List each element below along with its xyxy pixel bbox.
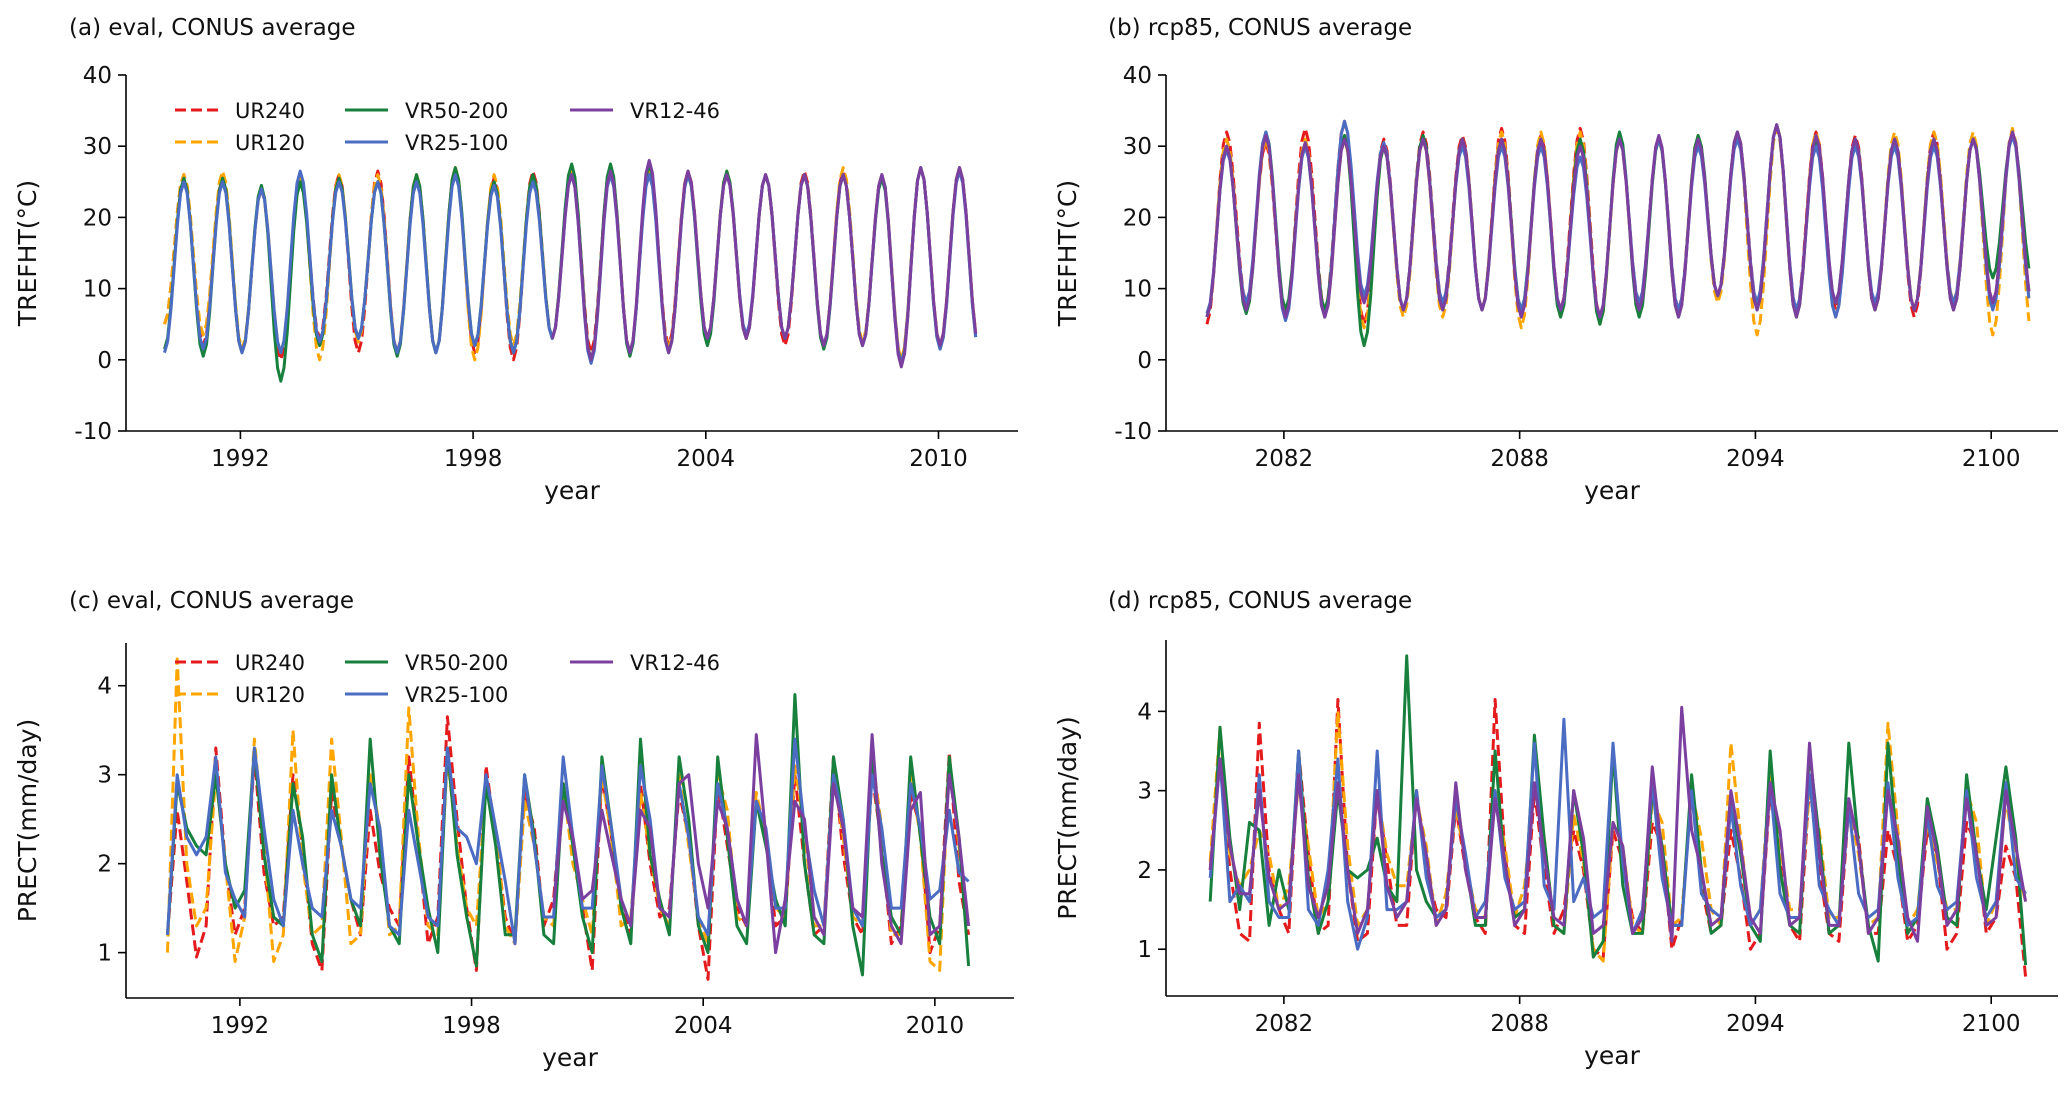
legend-label: VR12-46 — [630, 651, 720, 675]
subplot-d: (d) rcp85, CONUS average 1 2 3 4 2082 2088 2094… — [1053, 588, 2058, 1070]
series-group — [163, 158, 978, 383]
x-tick-label: 2100 — [1962, 1011, 2021, 1037]
x-tick-label: 2094 — [1726, 446, 1785, 472]
legend-item-vr50-200: VR50-200 — [345, 99, 508, 123]
series-line-vr12-46 — [552, 733, 971, 955]
y-tick-label: 10 — [1123, 277, 1152, 303]
x-tick-label: 2010 — [906, 1013, 965, 1039]
y-tick-label: 40 — [1123, 63, 1152, 89]
series-line-vr12-46 — [550, 158, 978, 369]
legend-label: VR25-100 — [405, 683, 508, 707]
subplot-title: (c) eval, CONUS average — [69, 588, 354, 614]
y-axis-label: TREFHT(°C) — [13, 180, 42, 327]
series-group — [1205, 119, 2031, 348]
series-line-vr25-100 — [166, 737, 970, 946]
x-tick-label: 2082 — [1255, 1011, 1314, 1037]
legend-label: VR50-200 — [405, 651, 508, 675]
subplot-title: (a) eval, CONUS average — [69, 15, 356, 41]
legend: UR240 UR120 VR50-200 VR25-100 VR12-46 — [175, 99, 720, 155]
y-tick-label: 3 — [97, 763, 112, 789]
y-tick-label: 40 — [83, 63, 112, 89]
x-tick-label: 2010 — [909, 446, 968, 472]
x-tick-label: 2004 — [677, 446, 736, 472]
subplot-a: (a) eval, CONUS average -10 0 10 20 30 40 1992 1… — [13, 15, 1018, 505]
x-axis-label: year — [544, 476, 600, 505]
y-tick-label: 2 — [1137, 858, 1152, 884]
legend-label: VR25-100 — [405, 131, 508, 155]
legend-item-vr12-46: VR12-46 — [570, 651, 720, 675]
y-axis-label: PRECT(mm/day) — [13, 719, 42, 923]
y-tick-label: 0 — [1137, 348, 1152, 374]
subplot-title: (d) rcp85, CONUS average — [1108, 588, 1412, 614]
legend-item-ur120: UR120 — [175, 683, 305, 707]
series-line-vr12-46 — [1208, 705, 2028, 943]
y-tick-label: 30 — [83, 134, 112, 160]
y-tick-label: 30 — [1123, 134, 1152, 160]
x-tick-label: 1998 — [442, 1013, 501, 1039]
y-axis-label: TREFHT(°C) — [1053, 180, 1082, 327]
subplot-c: (c) eval, CONUS average 1 2 3 4 1992 1998 2004 2… — [13, 588, 1014, 1072]
legend-label: VR50-200 — [405, 99, 508, 123]
legend-item-vr50-200: VR50-200 — [345, 651, 508, 675]
y-tick-label: 10 — [83, 277, 112, 303]
y-tick-label: 2 — [97, 852, 112, 878]
legend: UR240 UR120 VR50-200 VR25-100 VR12-46 — [175, 651, 720, 707]
series-line-vr12-46 — [1205, 123, 2031, 319]
x-tick-label: 1992 — [211, 446, 270, 472]
x-tick-label: 1992 — [211, 1013, 270, 1039]
y-tick-label: 0 — [97, 348, 112, 374]
y-axis-label: PRECT(mm/day) — [1053, 716, 1082, 920]
x-tick-label: 1998 — [444, 446, 503, 472]
legend-label: UR240 — [235, 651, 305, 675]
legend-item-ur240: UR240 — [175, 99, 305, 123]
y-tick-label: 20 — [1123, 205, 1152, 231]
series-group — [166, 657, 971, 981]
y-tick-label: 1 — [1137, 937, 1152, 963]
series-line-ur120 — [1208, 709, 2028, 963]
x-tick-label: 2082 — [1255, 446, 1314, 472]
series-group — [1208, 654, 2028, 978]
subplot-b: (b) rcp85, CONUS average -10 0 10 20 30 40 2082… — [1053, 15, 2058, 505]
legend-label: UR120 — [235, 683, 305, 707]
subplot-title: (b) rcp85, CONUS average — [1108, 15, 1412, 41]
legend-item-vr12-46: VR12-46 — [570, 99, 720, 123]
y-tick-label: 1 — [97, 941, 112, 967]
x-axis-label: year — [542, 1043, 598, 1072]
y-tick-label: -10 — [1114, 419, 1152, 445]
x-axis-label: year — [1584, 1041, 1640, 1070]
legend-item-vr25-100: VR25-100 — [345, 683, 508, 707]
legend-item-ur120: UR120 — [175, 131, 305, 155]
x-axis-label: year — [1584, 476, 1640, 505]
x-tick-label: 2100 — [1962, 446, 2021, 472]
legend-label: VR12-46 — [630, 99, 720, 123]
x-tick-label: 2004 — [674, 1013, 733, 1039]
x-tick-label: 2088 — [1490, 446, 1549, 472]
legend-item-ur240: UR240 — [175, 651, 305, 675]
y-tick-label: 4 — [97, 674, 112, 700]
legend-label: UR120 — [235, 131, 305, 155]
y-tick-label: -10 — [74, 419, 112, 445]
x-tick-label: 2088 — [1490, 1011, 1549, 1037]
legend-item-vr25-100: VR25-100 — [345, 131, 508, 155]
y-tick-label: 4 — [1137, 699, 1152, 725]
y-tick-label: 20 — [83, 205, 112, 231]
legend-label: UR240 — [235, 99, 305, 123]
y-tick-label: 3 — [1137, 779, 1152, 805]
x-tick-label: 2094 — [1726, 1011, 1785, 1037]
